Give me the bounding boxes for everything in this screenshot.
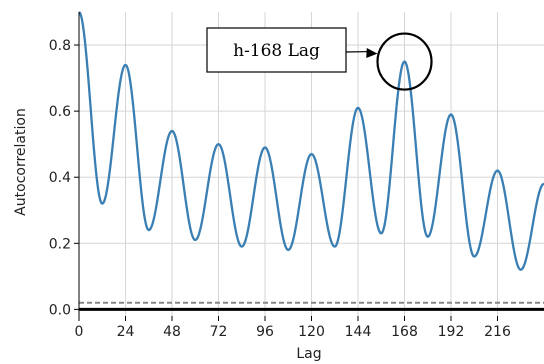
data-point (124, 63, 128, 67)
annotation-layer: h-168 Lag (206, 27, 433, 91)
data-point (356, 106, 360, 110)
data-point (379, 231, 383, 235)
data-point (472, 255, 476, 259)
x-tick-label: 0 (75, 324, 84, 340)
y-tick-label: 0.4 (49, 170, 71, 186)
data-point (310, 152, 314, 156)
y-tick-label: 0.0 (49, 302, 71, 318)
data-point (147, 228, 151, 232)
data-layer (78, 11, 544, 272)
x-tick-label: 120 (298, 324, 325, 340)
data-point (496, 169, 500, 173)
data-point (217, 142, 221, 146)
data-point (286, 248, 290, 252)
data-point (100, 202, 104, 206)
y-tick-label: 0.8 (49, 38, 71, 54)
data-point (426, 235, 430, 239)
highlight-circle (376, 32, 433, 91)
y-axis-title: Autocorrelation (13, 108, 29, 216)
x-tick-label: 168 (391, 324, 418, 340)
x-tick-label: 24 (117, 324, 135, 340)
x-tick-label: 144 (345, 324, 372, 340)
data-point (193, 238, 197, 242)
x-tick-label: 48 (163, 324, 181, 340)
x-tick-label: 96 (256, 324, 274, 340)
data-point (449, 112, 453, 116)
data-point (240, 245, 244, 249)
reference-lines (79, 301, 544, 311)
data-point (333, 245, 337, 249)
x-tick-label: 72 (210, 324, 228, 340)
x-tick-label: 216 (484, 324, 511, 340)
autocorrelation-series-line (78, 11, 544, 271)
data-point (170, 129, 174, 133)
x-axis-title: Lag (296, 346, 321, 362)
data-point (519, 268, 523, 272)
annotation-box (206, 27, 347, 73)
x-tick-label: 192 (438, 324, 465, 340)
y-tick-label: 0.2 (49, 236, 71, 252)
axis-layer: 0 24 48 72 96 120 144 168 192 216 0.0 0.2 0.4 0.6 0.8 (49, 12, 511, 340)
annotation-label: h-168 Lag (233, 41, 320, 61)
data-point (403, 60, 407, 64)
annotation-arrow-head (366, 48, 378, 59)
y-tick-label: 0.6 (49, 104, 71, 120)
data-point (263, 145, 267, 149)
